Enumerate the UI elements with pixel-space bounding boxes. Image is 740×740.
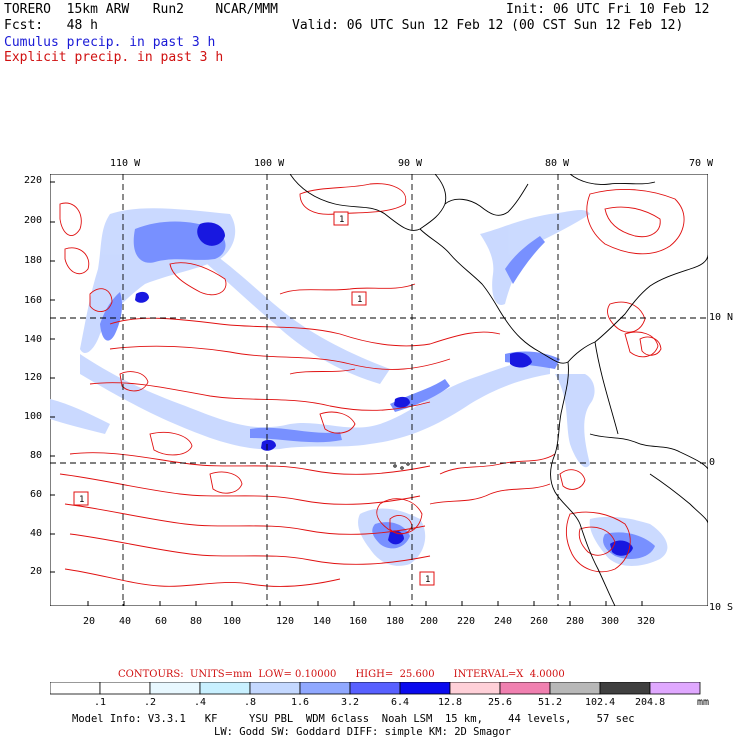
colorbar-cell [399, 682, 451, 695]
y-tick: 40 [30, 528, 43, 539]
precip-map: 1 1 1 1 [50, 174, 708, 606]
x-tick: 300 [601, 616, 620, 627]
lon-label-110w: 110 W [110, 158, 141, 169]
colorbar-cell [299, 682, 351, 695]
y-tick: 20 [30, 566, 43, 577]
cumulus-dark-areas [135, 222, 633, 556]
colorbar-label: 1.6 [291, 697, 310, 708]
lon-label-70w: 70 W [689, 158, 714, 169]
low-marker-label: 1 [79, 495, 84, 505]
lat-label-10n: 10 N [709, 312, 734, 323]
colorbar-label: .8 [244, 697, 257, 708]
lat-lon-grid [50, 174, 708, 606]
lat-label-10s: 10 S [709, 602, 734, 613]
colorbar-cell [449, 682, 501, 695]
valid-time: Valid: 06 UTC Sun 12 Feb 12 (00 CST Sun … [292, 18, 684, 33]
x-tick: 40 [119, 616, 132, 627]
colorbar-label: 102.4 [585, 697, 616, 708]
colorbar-label: 12.8 [438, 697, 463, 708]
x-tick: 280 [566, 616, 585, 627]
model-info-line2: LW: Godd SW: Goddard DIFF: simple KM: 2D… [214, 726, 512, 738]
x-tick: 80 [190, 616, 203, 627]
contours-label: CONTOURS: UNITS=mm LOW= 0.10000 HIGH= 25… [118, 669, 565, 680]
x-tick: 320 [637, 616, 656, 627]
colorbar-label: .2 [144, 697, 157, 708]
x-tick: 100 [223, 616, 242, 627]
colorbar-cell [549, 682, 601, 695]
colorbar-label: .1 [94, 697, 107, 708]
colorbar-cell [649, 682, 701, 695]
low-marker-label: 1 [339, 215, 344, 225]
coastlines [289, 174, 708, 606]
colorbar-label: .4 [194, 697, 207, 708]
x-tick: 20 [83, 616, 96, 627]
forecast-hour: Fcst: 48 h [4, 18, 98, 33]
colorbar-cell [199, 682, 251, 695]
colorbar-label: 25.6 [488, 697, 513, 708]
y-tick: 180 [24, 255, 43, 266]
x-tick: 260 [530, 616, 549, 627]
colorbar-cell [99, 682, 151, 695]
y-tick: 200 [24, 215, 43, 226]
y-tick: 120 [24, 372, 43, 383]
x-tick: 240 [494, 616, 513, 627]
explicit-contours [59, 183, 685, 587]
lat-label-0: 0 [709, 457, 716, 468]
x-tick: 220 [457, 616, 476, 627]
low-markers: 1 1 1 1 [73, 211, 435, 586]
y-tick: 140 [24, 334, 43, 345]
colorbar-label: 204.8 [635, 697, 666, 708]
x-tick: 120 [276, 616, 295, 627]
low-marker-label: 1 [357, 295, 362, 305]
lon-label-90w: 90 W [398, 158, 423, 169]
colorbar-label: 6.4 [391, 697, 410, 708]
colorbar-cell [50, 682, 101, 695]
lon-label-80w: 80 W [545, 158, 570, 169]
colorbar-label: 3.2 [341, 697, 360, 708]
colorbar-unit: mm [697, 697, 710, 708]
y-tick: 80 [30, 450, 43, 461]
explicit-legend: Explicit precip. in past 3 h [4, 50, 224, 65]
model-info-line1: Model Info: V3.3.1 KF YSU PBL WDM 6class… [72, 713, 635, 725]
colorbar [50, 682, 701, 695]
colorbar-label: 51.2 [538, 697, 563, 708]
x-tick: 60 [155, 616, 168, 627]
x-tick: 180 [386, 616, 405, 627]
y-tick: 100 [24, 411, 43, 422]
x-tick: 160 [349, 616, 368, 627]
y-tick: 160 [24, 295, 43, 306]
colorbar-cell [249, 682, 301, 695]
x-tick: 140 [313, 616, 332, 627]
colorbar-cell [599, 682, 651, 695]
lon-label-100w: 100 W [254, 158, 285, 169]
cumulus-legend: Cumulus precip. in past 3 h [4, 35, 216, 50]
low-marker-label: 1 [425, 575, 430, 585]
frame-ticks [50, 181, 643, 606]
colorbar-cell [349, 682, 401, 695]
x-tick: 200 [420, 616, 439, 627]
y-tick: 220 [24, 175, 43, 186]
colorbar-cell [499, 682, 551, 695]
init-time: Init: 06 UTC Fri 10 Feb 12 [506, 2, 710, 17]
header-title: TORERO 15km ARW Run2 NCAR/MMM [4, 2, 278, 17]
y-tick: 60 [30, 489, 43, 500]
colorbar-cell [149, 682, 201, 695]
